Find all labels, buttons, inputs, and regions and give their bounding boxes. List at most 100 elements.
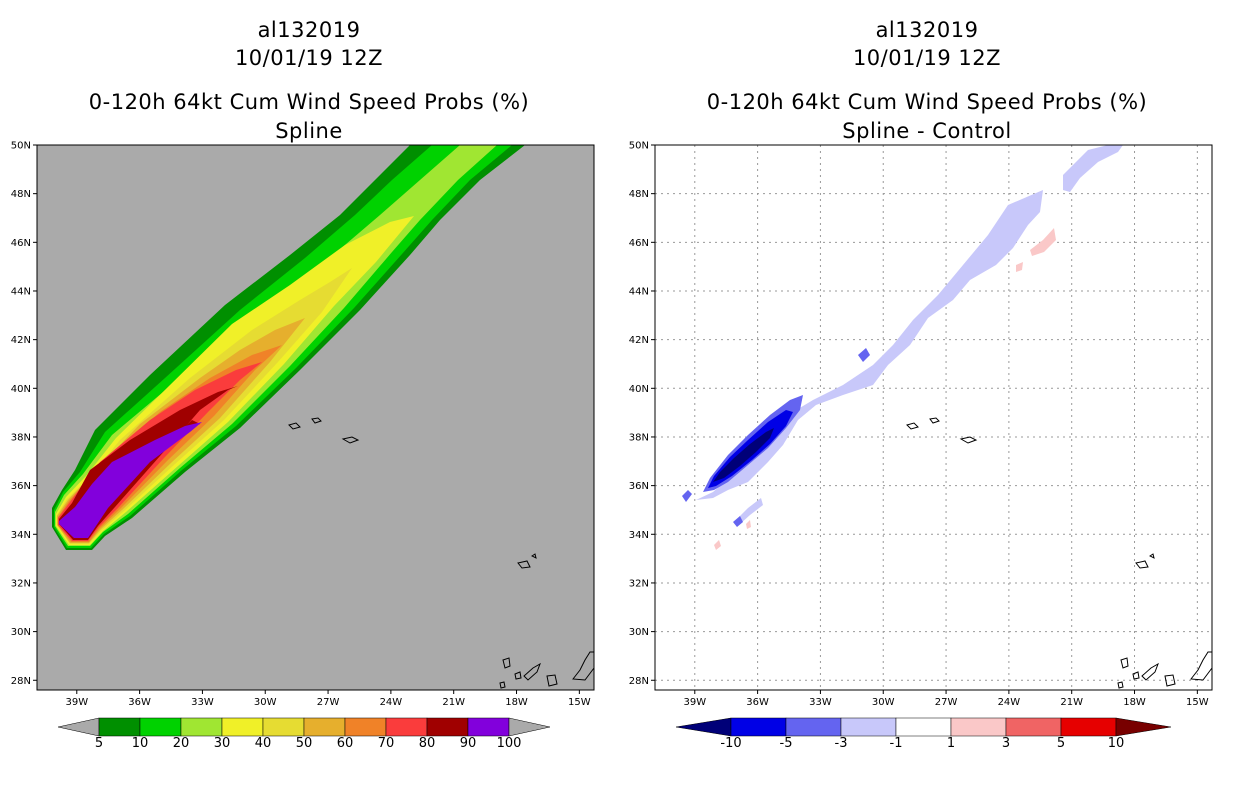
colorbar-segment — [1005, 717, 1062, 737]
colorbar-tick-label: 5 — [94, 736, 104, 751]
lon-label: 24W — [380, 697, 403, 708]
lat-label: 34N — [11, 530, 31, 541]
product-title: 0-120h 64kt Cum Wind Speed Probs (%) — [706, 90, 1148, 114]
island-outline — [572, 651, 595, 681]
lon-label: 21W — [442, 697, 465, 708]
island-outline — [1190, 651, 1213, 681]
map-axes: 50N 48N 46N 44N 42N 40N 38N 36N 34N 32N 30N 28N 39W 3… — [629, 141, 1209, 709]
island-outline — [341, 436, 360, 444]
probability-swath — [52, 145, 525, 550]
colorbar-tick-label: -5 — [779, 736, 793, 751]
datetime: 10/01/19 12Z — [234, 46, 384, 70]
lon-label: 15W — [1186, 697, 1209, 708]
colorbar-tick-label: 3 — [1001, 736, 1011, 751]
diff-minus1-south — [736, 498, 763, 524]
colorbar-tick-label: 90 — [459, 736, 477, 751]
diff-minus10 — [713, 428, 774, 482]
island-outline — [1164, 674, 1176, 687]
colorbar-segment — [221, 717, 264, 737]
lon-label: 24W — [998, 697, 1021, 708]
island-outline — [514, 671, 522, 680]
product-title: 0-120h 64kt Cum Wind Speed Probs (%) — [88, 90, 530, 114]
coastlines — [906, 417, 1213, 689]
colorbar-tick-label: 50 — [295, 736, 313, 751]
colorbar-segment — [1060, 717, 1117, 737]
lat-label: 36N — [11, 481, 31, 492]
colorbar-tick-label: 70 — [377, 736, 395, 751]
diff-minus3-b — [733, 516, 743, 527]
map-axes: 50N 48N 46N 44N 42N 40N 38N 36N 34N 32N 30N 28N 39W 3… — [11, 141, 591, 709]
lat-label: 50N — [629, 141, 649, 152]
lon-label: 39W — [65, 697, 88, 708]
coastlines — [288, 417, 595, 689]
lat-label: 30N — [629, 627, 649, 638]
diff-plus1-b — [714, 540, 721, 550]
colorbar-segment — [262, 717, 305, 737]
colorbar-segment — [139, 717, 182, 737]
lat-label: 28N — [11, 676, 31, 687]
lat-label: 38N — [629, 432, 649, 443]
colorbar-low-triangle — [675, 717, 732, 737]
lon-label: 27W — [935, 697, 958, 708]
diff-minus3-c — [858, 348, 870, 362]
island-outline — [288, 422, 301, 430]
right-panel: al132019 10/01/19 12Z 0-120h 64kt Cum Wi… — [618, 0, 1236, 800]
colorbar-segment — [730, 717, 787, 737]
lon-label: 30W — [254, 697, 277, 708]
colorbar-tick-label: -1 — [889, 736, 903, 751]
lat-label: 36N — [629, 481, 649, 492]
lon-label: 21W — [1060, 697, 1083, 708]
colorbar-tick-label: -10 — [720, 736, 742, 751]
island-outline — [499, 681, 506, 689]
colorbar-tick-label: 30 — [213, 736, 231, 751]
colorbar-segment — [426, 717, 469, 737]
colorbar — [57, 717, 551, 737]
left-panel: al132019 10/01/19 12Z 0-120h 64kt Cum Wi… — [11, 18, 595, 751]
colorbar-tick-label: 60 — [336, 736, 354, 751]
island-outline — [546, 674, 558, 687]
lat-label: 48N — [11, 189, 31, 200]
colorbar-segment — [895, 717, 952, 737]
lon-label: 36W — [746, 697, 769, 708]
colorbar-tick-label: 20 — [172, 736, 190, 751]
lon-label: 27W — [317, 697, 340, 708]
island-outline — [502, 657, 511, 669]
colorbar-tick-label: 80 — [418, 736, 436, 751]
colorbar-tick-label: 10 — [131, 736, 149, 751]
map-frame — [654, 144, 1213, 691]
colorbar-tick-label: 40 — [254, 736, 272, 751]
lat-label: 28N — [629, 676, 649, 687]
subtitle: Spline — [275, 119, 343, 143]
lon-label: 15W — [568, 697, 591, 708]
island-outline — [906, 422, 919, 430]
difference-contours — [682, 145, 1123, 550]
colorbar — [675, 717, 1172, 737]
lat-label: 34N — [629, 530, 649, 541]
lat-label: 30N — [11, 627, 31, 638]
diff-minus3-a — [682, 490, 692, 502]
colorbar-high-triangle — [508, 717, 551, 737]
diff-plus1-c — [746, 520, 751, 529]
colorbar-segment — [98, 717, 141, 737]
colorbar-segment — [344, 717, 387, 737]
lat-label: 42N — [629, 335, 649, 346]
island-outline — [1117, 681, 1124, 689]
lon-label: 18W — [505, 697, 528, 708]
lon-label: 30W — [872, 697, 895, 708]
lon-label: 18W — [1123, 697, 1146, 708]
island-outline — [1120, 657, 1129, 669]
colorbar-tick-label: 100 — [496, 736, 522, 751]
lat-label: 44N — [11, 286, 31, 297]
island-outline — [531, 553, 537, 559]
colorbar-segment — [840, 717, 897, 737]
lon-label: 39W — [683, 697, 706, 708]
map-frame — [36, 144, 595, 691]
colorbar-segment — [180, 717, 223, 737]
lat-label: 32N — [629, 578, 649, 589]
island-outline — [1135, 560, 1149, 569]
island-outline — [523, 662, 541, 681]
colorbar-segment — [385, 717, 428, 737]
colorbar-segment — [950, 717, 1007, 737]
colorbar-tick-label: -3 — [834, 736, 848, 751]
lat-label: 42N — [11, 335, 31, 346]
